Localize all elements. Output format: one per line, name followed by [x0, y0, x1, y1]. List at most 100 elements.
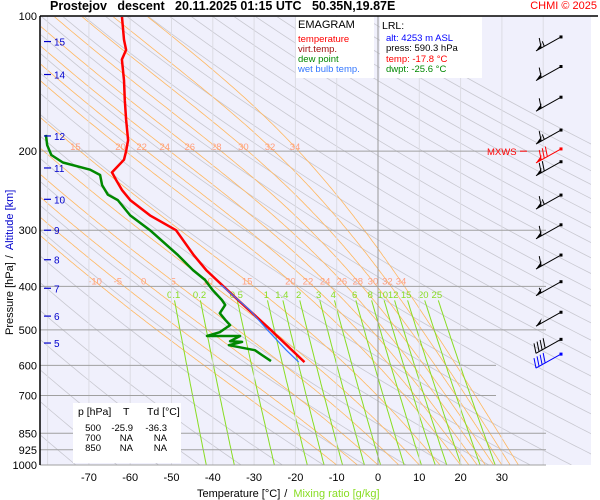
wind-barb	[535, 280, 563, 297]
moist-adiabat-label: 15	[70, 142, 81, 153]
levels-table-row: 700 NA NA	[73, 433, 181, 444]
moist-adiabat-label: 20	[115, 142, 126, 153]
moist-adiabat-label: 20	[285, 276, 296, 287]
grid	[40, 16, 546, 466]
mixing-ratio-label: 4	[331, 290, 336, 301]
wind-barb-staff	[535, 129, 562, 145]
mixing-ratio-label: 6	[352, 290, 357, 301]
dry-adiabat	[191, 17, 591, 259]
moist-adiabat-label: 28	[352, 276, 363, 287]
levels-table-row: 850 NA NA	[73, 443, 181, 454]
series-wet-bulb-temp-line	[220, 284, 300, 363]
wind-barb-feather	[542, 338, 546, 349]
mixing-ratio-line	[319, 300, 365, 465]
dry-adiabat	[62, 17, 591, 359]
dry-adiabat	[105, 17, 591, 324]
wind-barb-feather	[536, 356, 540, 367]
wind-barb	[535, 223, 563, 240]
wind-barb-feather	[538, 162, 542, 173]
wind-barb-staff	[535, 353, 562, 369]
mixing-ratio-label: 15	[401, 290, 412, 301]
moist-adiabat-label: 5	[171, 276, 176, 287]
dry-adiabat	[84, 17, 591, 341]
mixing-ratio-line	[437, 300, 496, 465]
wind-barb-feather	[538, 287, 542, 293]
dry-adiabat	[233, 17, 591, 228]
wind-barb	[535, 310, 563, 327]
wind-barb-feather	[539, 354, 543, 365]
y-tick-label: 200	[19, 146, 37, 158]
y-axis-title-altitude: Altitude [km]	[4, 190, 16, 251]
mixing-ratio-label: 0.1	[167, 290, 180, 301]
lrl-alt: alt: 4253 m ASL	[386, 32, 454, 44]
moist-adiabat-label: 32	[265, 142, 276, 153]
wind-barb-feather	[538, 149, 542, 161]
wind-barb-feather	[541, 148, 545, 159]
moist-adiabat-label: -10	[88, 276, 102, 287]
moist-adiabat-label: 26	[337, 276, 348, 287]
wind-barb-station	[559, 310, 563, 314]
wind-barb	[535, 128, 563, 145]
mixing-ratio-line	[371, 300, 422, 465]
x-axis-title: Temperature [°C] / Mixing ratio [g/kg]	[197, 488, 380, 500]
wind-barb-feather	[538, 67, 542, 78]
wind-barb-station	[559, 65, 563, 69]
wind-barb-station	[559, 147, 563, 151]
cell-td: NA	[153, 443, 167, 454]
wind-barb	[535, 253, 563, 270]
wind-barb	[535, 95, 563, 112]
y-tick-label: 600	[19, 360, 37, 372]
moist-adiabat-label: 30	[238, 142, 249, 153]
mixing-ratio-line	[355, 300, 405, 465]
cell-td: NA	[153, 433, 167, 444]
wind-barb	[535, 160, 563, 177]
mixing-ratio-line	[236, 300, 275, 465]
y-tick-label: 300	[19, 225, 37, 237]
cell-td: -36.3	[145, 423, 167, 434]
altitude-tick-label: 5	[54, 339, 60, 350]
moist-adiabat-label: 22	[303, 276, 314, 287]
axes: 1002003004005006007008509251000151412111…	[4, 11, 598, 500]
moist-adiabat-label: 26	[184, 142, 195, 153]
dry-adiabat	[276, 17, 591, 199]
altitude-tick-label: 7	[54, 284, 60, 295]
mixing-ratio-label: 3	[316, 290, 321, 301]
axis-separator: /	[284, 488, 288, 500]
moist-adiabat-label: 30	[368, 276, 379, 287]
wind-barb	[533, 352, 563, 369]
y-tick-label: 700	[19, 390, 37, 402]
wind-barb	[535, 193, 563, 210]
y-axis-title-pressure: Pressure [hPa]	[4, 262, 16, 335]
wind-barb-feather	[538, 256, 542, 267]
x-tick-label: -70	[81, 472, 97, 484]
header-p: p [hPa]	[78, 406, 112, 418]
dry-adiabat	[255, 17, 591, 214]
wind-barb-feather	[544, 146, 548, 157]
mixing-ratio-label: 1	[264, 290, 269, 301]
wind-barb-feather	[541, 41, 545, 47]
series-temperature-line	[110, 17, 306, 364]
y-tick-label: 500	[19, 325, 37, 337]
wind-barb-station	[559, 223, 563, 227]
lrl-press: press: 590.3 hPa	[386, 43, 458, 54]
wind-barb-feather	[539, 339, 543, 351]
legend-temperature: temperature	[298, 34, 350, 45]
dry-adiabat	[41, 73, 591, 435]
lrl-temp: temp: -17.8 °C	[386, 53, 448, 65]
levels-table: p [hPa] T Td [°C] 500 -25.9 -36.3 700 NA NA 85…	[73, 403, 181, 463]
wind-barb	[535, 146, 563, 164]
mixing-ratio-label: 25	[432, 290, 443, 301]
moist-adiabat-label: 24	[320, 276, 331, 287]
y-tick-label: 850	[19, 428, 37, 440]
lrl-dwpt: dwpt: -25.6 °C	[386, 64, 447, 75]
x-tick-label: -10	[329, 472, 345, 484]
levels-table-header: p [hPa] T Td [°C]	[73, 403, 181, 419]
mixing-ratio-label: 8	[368, 290, 373, 301]
wind-barb-station	[559, 352, 563, 356]
moist-adiabat-label: 0	[141, 276, 146, 287]
x-axis-title-temperature: Temperature [°C]	[197, 488, 280, 500]
x-axis-title-mixing-ratio: Mixing ratio [g/kg]	[293, 488, 379, 500]
y-tick-label: 400	[19, 281, 37, 293]
series-dew-point-line	[44, 134, 272, 363]
